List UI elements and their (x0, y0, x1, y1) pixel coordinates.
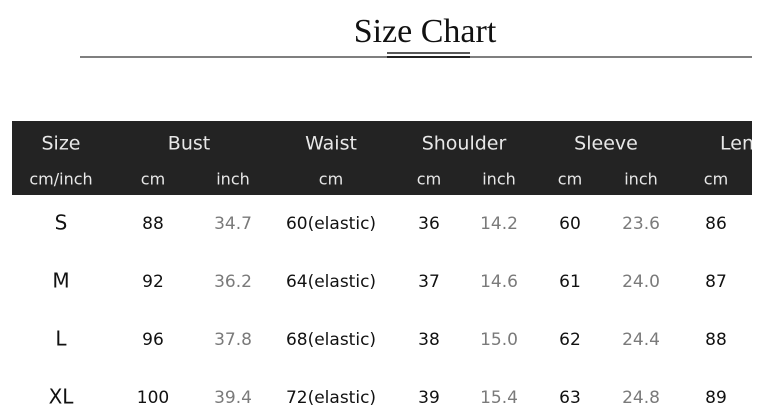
cell: 96 (142, 330, 164, 350)
cell: 64(elastic) (286, 272, 376, 292)
cell: 89 (705, 388, 727, 408)
subheader-cell: inch (624, 170, 658, 189)
subheader-cell: inch (216, 170, 250, 189)
subheader-cell: cm (558, 170, 582, 189)
cell: 39.4 (214, 388, 252, 408)
cell: 60(elastic) (286, 214, 376, 234)
cell: 39 (418, 388, 440, 408)
cell: 24.4 (622, 330, 660, 350)
cell: 63 (559, 388, 581, 408)
cell: 14.6 (480, 272, 518, 292)
cell: 86 (705, 214, 727, 234)
cell: M (52, 269, 69, 293)
cell: XL (49, 385, 75, 409)
title: Size Chart (354, 13, 497, 50)
header-band (12, 121, 752, 195)
header-cell: Len (720, 133, 754, 155)
subheader-cell: cm (417, 170, 441, 189)
cell: 38 (418, 330, 440, 350)
cell: 36.2 (214, 272, 252, 292)
cell: 68(elastic) (286, 330, 376, 350)
cell: 60 (559, 214, 581, 234)
cell: 24.0 (622, 272, 660, 292)
header-cell: Shoulder (422, 133, 507, 155)
header-cell: Sleeve (574, 133, 638, 155)
cell: 92 (142, 272, 164, 292)
header-cell: Waist (305, 133, 357, 155)
table: Size Bust Waist Shoulder Sleeve Len cm/inch cm i… (29, 133, 754, 409)
cell: S (55, 211, 68, 235)
header-cell: Bust (168, 133, 210, 155)
cell: 37.8 (214, 330, 252, 350)
cell: 34.7 (214, 214, 252, 234)
cell: 88 (705, 330, 727, 350)
cell: 23.6 (622, 214, 660, 234)
header-cell: Size (41, 133, 80, 155)
cell: L (55, 327, 67, 351)
cell: 15.4 (480, 388, 518, 408)
cell: 36 (418, 214, 440, 234)
cell: 14.2 (480, 214, 518, 234)
cell: 37 (418, 272, 440, 292)
cell: 87 (705, 272, 727, 292)
cell: 62 (559, 330, 581, 350)
cell: 15.0 (480, 330, 518, 350)
subheader-cell: inch (482, 170, 516, 189)
cell: 88 (142, 214, 164, 234)
subheader-cell: cm (319, 170, 343, 189)
cell: 72(elastic) (286, 388, 376, 408)
subheader-cell: cm (141, 170, 165, 189)
cell: 100 (137, 388, 169, 408)
subheader-cell: cm/inch (29, 170, 92, 189)
cell: 24.8 (622, 388, 660, 408)
cell: 61 (559, 272, 581, 292)
subheader-cell: cm (704, 170, 728, 189)
